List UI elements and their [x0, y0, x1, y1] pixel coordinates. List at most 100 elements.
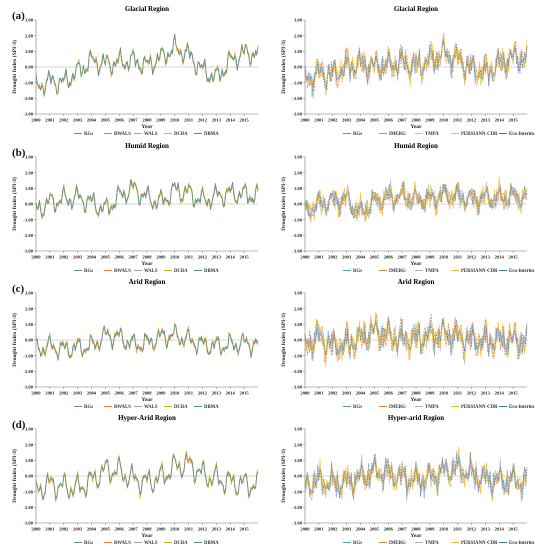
series-line-imerg — [304, 35, 528, 92]
x-tick-label: 2000 — [31, 391, 41, 396]
legend-label: PERSIANN-CDR — [461, 541, 498, 546]
legend-label: RGs — [353, 269, 362, 274]
y-tick-label: 2.00 — [25, 306, 34, 311]
x-tick-label: 2001 — [45, 391, 55, 396]
y-axis-title: Drought Index (SPI-3) — [280, 177, 287, 231]
y-tick-label: 2.00 — [294, 442, 303, 447]
legend-label: PERSIANN-CDR — [461, 132, 498, 137]
legend-label: WALS — [144, 541, 158, 546]
x-tick-label: 2011 — [453, 527, 463, 532]
legend-label: RGs — [84, 132, 93, 137]
chart-title: Humid Region — [394, 142, 438, 150]
x-tick-label: 2005 — [370, 255, 380, 260]
x-tick-label: 2012 — [198, 391, 208, 396]
legend-label: DCBA — [174, 269, 188, 274]
series-line-era-interim — [304, 38, 528, 99]
series-line-imerg — [304, 458, 528, 496]
x-tick-label: 2011 — [184, 255, 194, 260]
y-tick-label: 3.00 — [25, 291, 34, 296]
y-tick-label: 1.00 — [25, 186, 34, 191]
x-tick-label: 2003 — [73, 255, 83, 260]
x-tick-label: 2003 — [342, 391, 352, 396]
x-tick-label: 2007 — [129, 118, 139, 123]
x-tick-label: 2012 — [467, 255, 477, 260]
x-tick-label: 2007 — [129, 255, 139, 260]
x-tick-label: 2002 — [59, 255, 69, 260]
series-line-era-interim — [304, 316, 528, 361]
y-tick-label: 0.00 — [294, 474, 303, 479]
x-tick-label: 2005 — [101, 391, 111, 396]
x-tick-label: 2010 — [439, 391, 449, 396]
y-axis-title: Drought Index (SPI-3) — [280, 313, 287, 367]
y-tick-label: -1.00 — [292, 489, 302, 494]
x-tick-label: 2007 — [398, 391, 408, 396]
chart-panel-humid-sat: Humid Region 3.00 2.00 1.00 0.00 -1.00 -2.00 -3… — [280, 142, 534, 274]
x-tick-label: 2002 — [59, 118, 69, 123]
x-axis-title: Year — [141, 397, 153, 403]
y-axis-title: Drought Index (SPI-3) — [280, 40, 287, 94]
x-tick-label: 2006 — [384, 255, 394, 260]
y-tick-label: -3.00 — [292, 249, 302, 254]
chart-panel-glacial-sat: Glacial Region 3.00 2.00 1.00 0.00 -1.00 -2.00… — [280, 5, 534, 137]
chart-panel-arid-merged: Arid Region (c) 3.00 2.00 1.00 0.00 -1.00 -2.00… — [11, 278, 259, 410]
chart-title: Glacial Region — [394, 5, 438, 13]
y-tick-label: 0.00 — [25, 202, 34, 207]
chart-panel-arid-sat: Arid Region 3.00 2.00 1.00 0.00 -1.00 -2.00 -3.… — [280, 278, 534, 410]
x-tick-label: 2000 — [300, 391, 310, 396]
x-tick-label: 2012 — [467, 527, 477, 532]
series-line-dbma — [35, 179, 259, 218]
x-axis-title: Year — [141, 533, 153, 539]
x-tick-label: 2011 — [184, 118, 194, 123]
x-tick-label: 2007 — [398, 527, 408, 532]
x-tick-label: 2008 — [142, 527, 152, 532]
x-tick-label: 2013 — [212, 118, 222, 123]
y-tick-label: -3.00 — [292, 521, 302, 526]
x-tick-label: 2015 — [509, 118, 519, 123]
y-tick-label: -1.00 — [23, 489, 33, 494]
y-tick-label: -3.00 — [292, 112, 302, 117]
x-tick-label: 2000 — [300, 527, 310, 532]
x-tick-label: 2008 — [142, 255, 152, 260]
y-tick-label: -2.00 — [23, 369, 33, 374]
legend-label: TMPA — [425, 132, 439, 137]
x-tick-label: 2004 — [356, 118, 366, 123]
legend-label: IMERG — [389, 132, 406, 137]
y-tick-label: 1.00 — [294, 458, 303, 463]
x-tick-label: 2007 — [398, 118, 408, 123]
x-axis-title: Year — [410, 397, 422, 403]
x-tick-label: 2003 — [342, 118, 352, 123]
chart-panel-humid-merged: Humid Region (b) 3.00 2.00 1.00 0.00 -1.00 -2.0… — [11, 142, 259, 274]
series-line-dbma — [35, 34, 259, 96]
x-tick-label: 2001 — [314, 527, 324, 532]
panel-letter: (c) — [12, 283, 25, 295]
x-tick-label: 2003 — [73, 391, 83, 396]
series-line-rwals — [35, 322, 259, 360]
x-tick-label: 2002 — [328, 391, 338, 396]
x-tick-label: 2000 — [300, 255, 310, 260]
y-tick-label: 2.00 — [25, 442, 34, 447]
x-tick-label: 2008 — [411, 118, 421, 123]
legend-label: RGs — [84, 405, 93, 410]
x-tick-label: 2015 — [240, 255, 250, 260]
x-tick-label: 2010 — [439, 255, 449, 260]
legend-label: RGs — [84, 269, 93, 274]
y-tick-label: -1.00 — [292, 80, 302, 85]
x-tick-label: 2008 — [142, 118, 152, 123]
x-tick-label: 2009 — [156, 118, 166, 123]
x-tick-label: 2014 — [226, 391, 236, 396]
legend-label: WALS — [144, 405, 158, 410]
x-tick-label: 2002 — [328, 118, 338, 123]
x-tick-label: 2001 — [314, 255, 324, 260]
x-tick-label: 2010 — [170, 255, 180, 260]
x-tick-label: 2009 — [156, 255, 166, 260]
series-line-tmpa — [304, 314, 528, 368]
x-axis-title: Year — [410, 261, 422, 267]
y-tick-label: 3.00 — [294, 291, 303, 296]
x-tick-label: 2014 — [495, 118, 505, 123]
y-axis-title: Drought Index (SPI-3) — [280, 449, 287, 503]
y-tick-label: -2.00 — [292, 96, 302, 101]
y-axis-title: Drought Index (SPI-3) — [11, 177, 18, 231]
x-tick-label: 2006 — [384, 391, 394, 396]
x-axis-title: Year — [410, 533, 422, 539]
x-tick-label: 2011 — [453, 118, 463, 123]
